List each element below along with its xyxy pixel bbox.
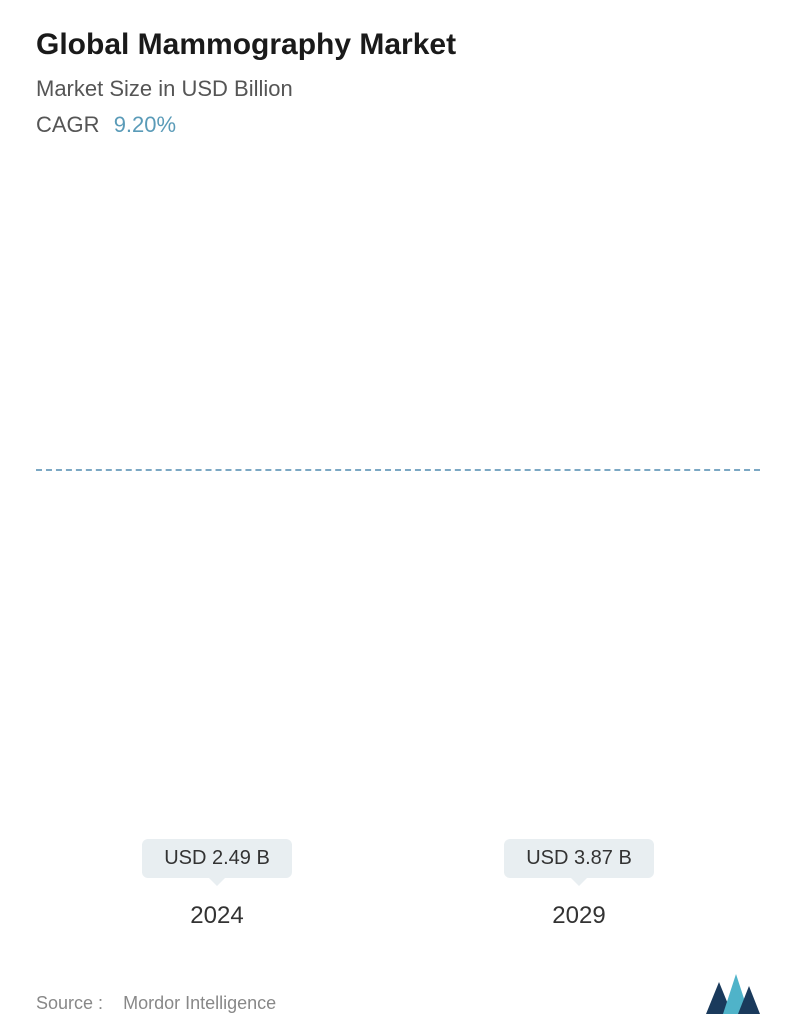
x-axis-labels: 2024 2029 (36, 902, 760, 952)
brand-logo (706, 974, 760, 1014)
bars-row: USD 2.49 B USD 3.87 B (36, 178, 760, 892)
x-axis-label: 2024 (72, 902, 362, 930)
page-subtitle: Market Size in USD Billion (36, 76, 760, 102)
value-badge: USD 3.87 B (504, 839, 654, 878)
reference-line (36, 469, 760, 471)
page-title: Global Mammography Market (36, 28, 760, 62)
cagr-value: 9.20% (114, 112, 176, 137)
cagr-row: CAGR 9.20% (36, 112, 760, 138)
cagr-label: CAGR (36, 112, 100, 137)
source-text: Source : Mordor Intelligence (36, 993, 276, 1014)
value-badge: USD 2.49 B (142, 839, 292, 878)
x-axis-label: 2029 (434, 902, 724, 930)
source-label: Source : (36, 993, 103, 1013)
bar-group: USD 2.49 B (72, 839, 362, 892)
source-name: Mordor Intelligence (123, 993, 276, 1013)
chart-container: Global Mammography Market Market Size in… (0, 0, 796, 1034)
footer: Source : Mordor Intelligence (36, 962, 760, 1014)
chart-area: USD 2.49 B USD 3.87 B 2024 2029 (36, 178, 760, 952)
bar-group: USD 3.87 B (434, 839, 724, 892)
